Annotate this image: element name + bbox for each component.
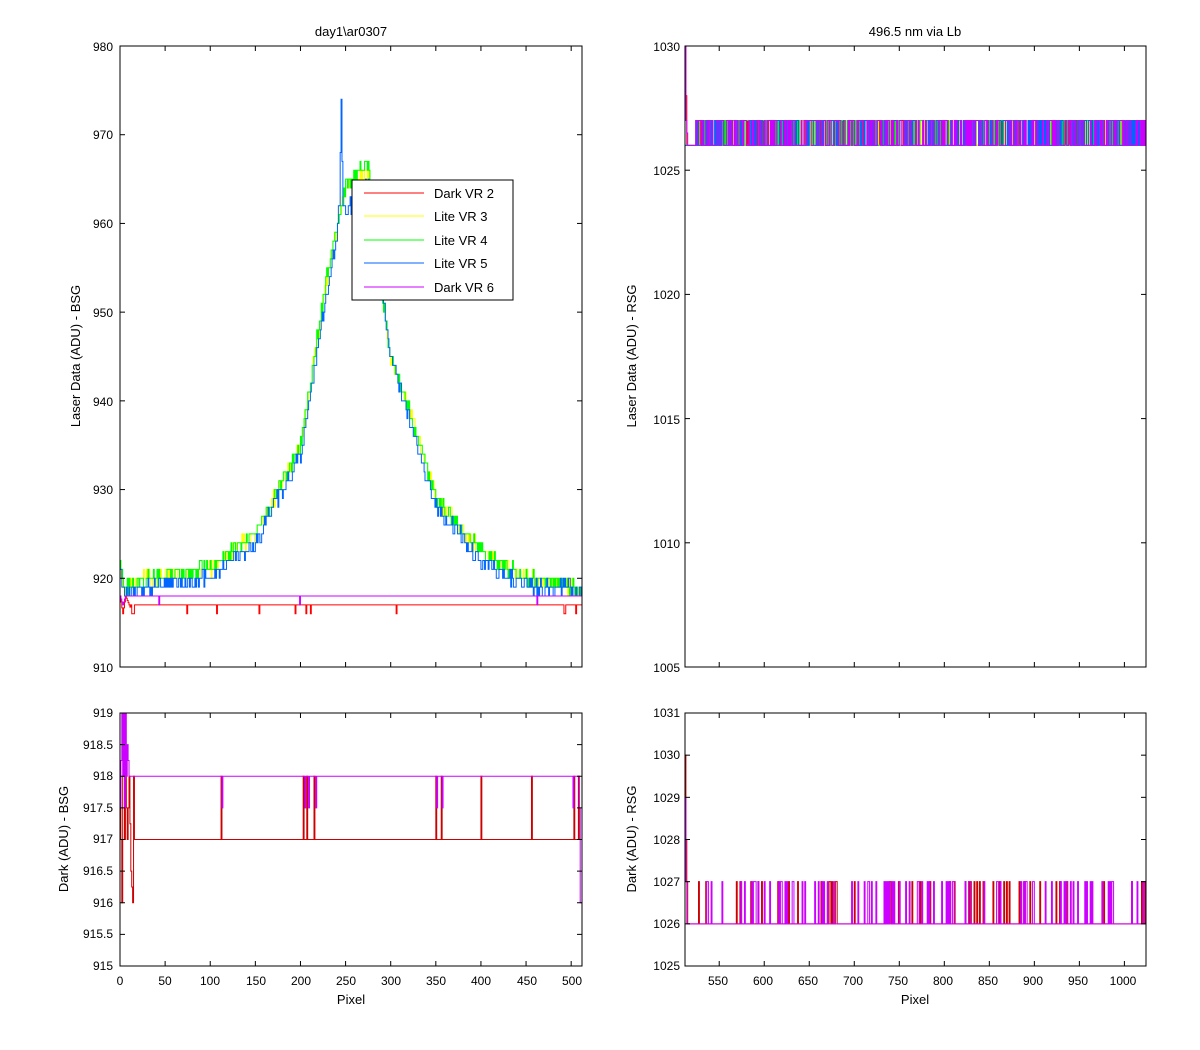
y-tick-label: 1030 (653, 40, 680, 54)
x-tick-label: 300 (381, 974, 401, 988)
y-axis-label-laser-rsg: Laser Data (ADU) - RSG (624, 284, 639, 427)
axes-frame (684, 45, 1147, 668)
x-tick-label: 500 (562, 974, 582, 988)
y-tick-label: 916 (93, 896, 113, 910)
plot-area (685, 754, 1146, 925)
y-tick-label: 1025 (653, 959, 680, 973)
y-tick-label: 1020 (653, 288, 680, 302)
legend-entry: Lite VR 4 (364, 233, 487, 248)
y-tick-label: 960 (93, 217, 113, 231)
x-tick-label: 650 (798, 974, 818, 988)
x-tick-label: 600 (753, 974, 773, 988)
y-tick-label: 950 (93, 306, 113, 320)
x-tick-label: 750 (888, 974, 908, 988)
y-tick-label: 1015 (653, 413, 680, 427)
series-line-dark-vr-6 (120, 713, 582, 904)
legend-label: Lite VR 4 (434, 233, 487, 248)
x-tick-label: 350 (426, 974, 446, 988)
y-tick-label: 1010 (653, 537, 680, 551)
legend-label: Dark VR 6 (434, 280, 494, 295)
y-tick-label: 1029 (653, 791, 680, 805)
y-tick-label: 980 (93, 40, 113, 54)
x-tick-label: 0 (117, 974, 124, 988)
legend-entry: Dark VR 6 (364, 280, 494, 295)
series-line-dark-vr-6 (685, 46, 1146, 146)
y-tick-label: 1031 (653, 706, 680, 720)
legend-label: Lite VR 5 (434, 256, 487, 271)
legend-entry: Dark VR 2 (364, 186, 494, 201)
legend: Dark VR 2 Lite VR 3 Lite VR 4 Lite VR 5 … (351, 179, 514, 301)
y-tick-label: 970 (93, 128, 113, 142)
y-tick-label: 915.5 (83, 927, 113, 941)
y-tick-label: 910 (93, 661, 113, 675)
legend-label: Dark VR 2 (434, 186, 494, 201)
y-tick-label: 919 (93, 706, 113, 720)
plot-area (685, 46, 1146, 146)
y-tick-label: 915 (93, 959, 113, 973)
x-tick-label: 700 (843, 974, 863, 988)
x-axis-label-dark-rsg: Pixel (901, 992, 929, 1007)
y-tick-label: 920 (93, 572, 113, 586)
series-line-dark-vr-6 (685, 796, 1146, 925)
x-tick-label: 550 (708, 974, 728, 988)
series-line-dark-vr-2 (120, 713, 582, 904)
x-tick-label: 800 (933, 974, 953, 988)
axes-frame (119, 45, 583, 668)
axes-box-dark-rsg (685, 713, 1146, 966)
panel-dark-rsg: Dark (ADU) - RSG Pixel 1025 1026 1027 10… (624, 706, 1147, 1007)
y-tick-label: 916.5 (83, 864, 113, 878)
y-tick-label: 1030 (653, 748, 680, 762)
axes-box-laser-rsg (685, 46, 1146, 667)
series-line-dark-vr-2 (120, 595, 582, 615)
x-tick-label: 400 (471, 974, 491, 988)
chart-title-laser-bsg: day1\ar0307 (315, 24, 387, 39)
x-tick-label: 850 (978, 974, 998, 988)
x-tick-label: 900 (1023, 974, 1043, 988)
y-tick-label: 1005 (653, 661, 680, 675)
legend-entry: Lite VR 3 (364, 209, 487, 224)
y-tick-label: 1028 (653, 833, 680, 847)
y-tick-label: 1025 (653, 164, 680, 178)
y-tick-label: 1026 (653, 917, 680, 931)
y-axis-label-dark-rsg: Dark (ADU) - RSG (624, 786, 639, 893)
y-tick-label: 918 (93, 769, 113, 783)
x-tick-label: 50 (158, 974, 172, 988)
legend-entry: Lite VR 5 (364, 256, 487, 271)
x-axis-label-dark-bsg: Pixel (337, 992, 365, 1007)
y-tick-label: 930 (93, 483, 113, 497)
series-line-lite-vr-4 (120, 160, 582, 597)
series-line-dark-vr-6 (120, 595, 582, 606)
y-tick-label: 940 (93, 395, 113, 409)
x-tick-label: 150 (246, 974, 266, 988)
x-tick-label: 100 (200, 974, 220, 988)
legend-label: Lite VR 3 (434, 209, 487, 224)
y-tick-label: 917 (93, 832, 113, 846)
panel-laser-rsg: 496.5 nm via Lb Laser Data (ADU) - RSG 1… (624, 24, 1147, 675)
x-tick-label: 1000 (1110, 974, 1137, 988)
series-line-lite-vr-5 (120, 98, 582, 597)
x-tick-label: 950 (1068, 974, 1088, 988)
x-tick-label: 200 (291, 974, 311, 988)
chart-title-laser-rsg: 496.5 nm via Lb (869, 24, 962, 39)
x-tick-label: 450 (517, 974, 537, 988)
panel-laser-bsg: day1\ar0307 Laser Data (ADU) - BSG 910 9… (68, 24, 583, 675)
y-tick-label: 917.5 (83, 801, 113, 815)
y-axis-label-dark-bsg: Dark (ADU) - BSG (56, 786, 71, 892)
plot-area (120, 713, 582, 904)
y-tick-label: 918.5 (83, 738, 113, 752)
x-tick-label: 250 (336, 974, 356, 988)
panel-dark-bsg: Dark (ADU) - BSG Pixel 915 915.5 916 916… (56, 706, 583, 1007)
y-tick-label: 1027 (653, 875, 680, 889)
y-axis-label-laser-bsg: Laser Data (ADU) - BSG (68, 285, 83, 427)
